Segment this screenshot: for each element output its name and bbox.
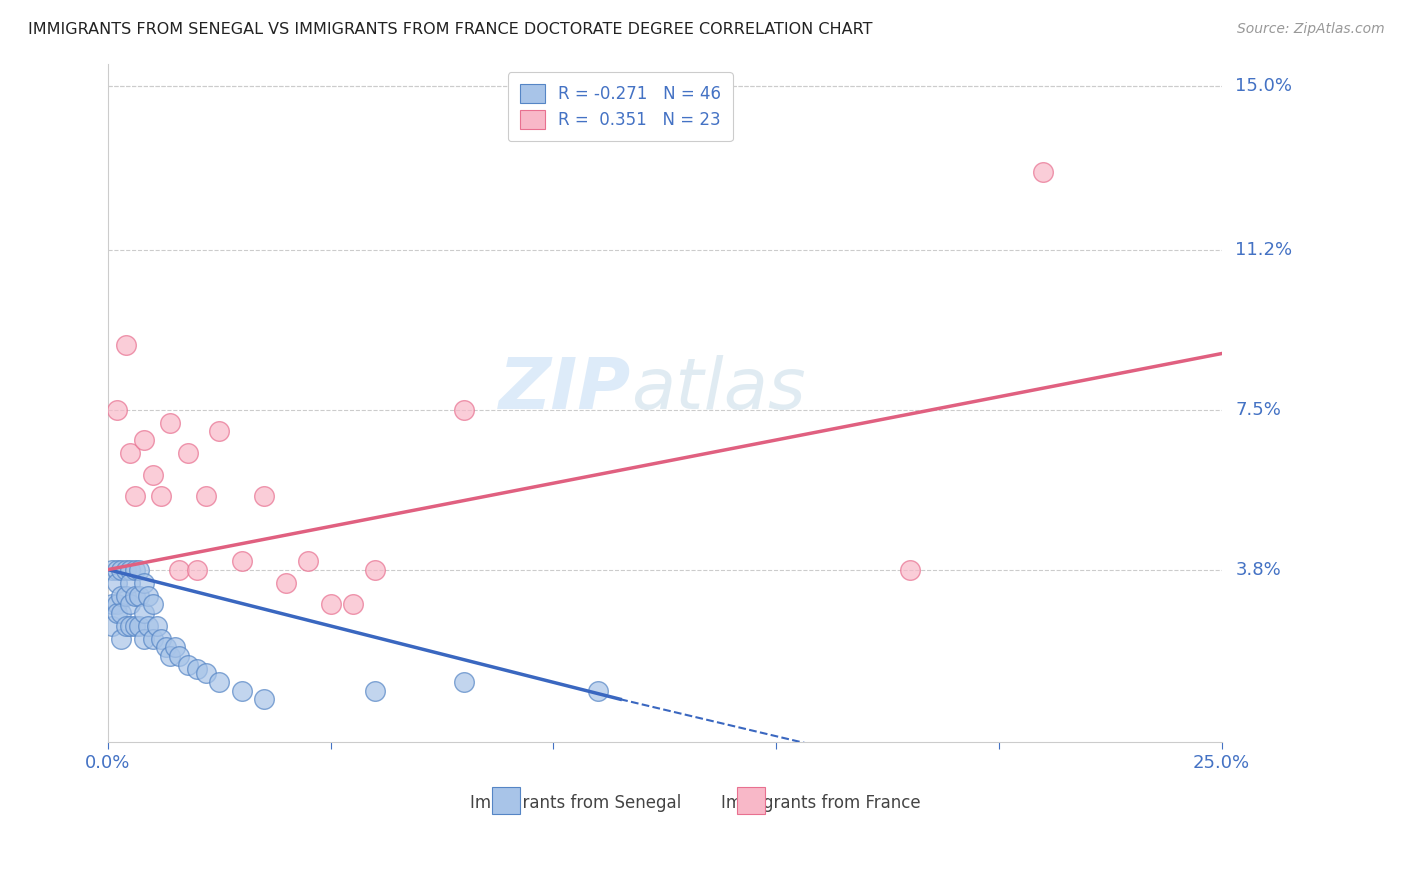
Point (120, 619, 142, 633)
Text: 7.5%: 7.5% (1236, 401, 1281, 418)
Text: IMMIGRANTS FROM SENEGAL VS IMMIGRANTS FROM FRANCE DOCTORATE DEGREE CORRELATION C: IMMIGRANTS FROM SENEGAL VS IMMIGRANTS FR… (28, 22, 873, 37)
Point (150, 489, 173, 503)
Point (253, 692, 276, 706)
Point (132, 632, 155, 646)
Point (128, 589, 150, 603)
Point (136, 619, 159, 633)
Point (163, 640, 186, 655)
Point (132, 433, 155, 447)
Point (120, 446, 142, 460)
FancyBboxPatch shape (492, 787, 520, 814)
Point (155, 640, 177, 655)
Point (141, 597, 163, 611)
Text: Immigrants from France: Immigrants from France (721, 795, 921, 813)
FancyBboxPatch shape (737, 787, 765, 814)
Point (453, 675, 475, 690)
Point (105, 606, 128, 620)
Point (177, 657, 200, 672)
Point (114, 619, 136, 633)
Point (195, 489, 218, 503)
Point (128, 563, 150, 577)
Point (124, 489, 146, 503)
Point (231, 554, 253, 568)
Point (110, 632, 132, 646)
Point (114, 563, 136, 577)
Point (167, 563, 190, 577)
Point (342, 597, 364, 611)
Point (150, 632, 173, 646)
Point (276, 575, 298, 590)
Point (110, 589, 132, 603)
Point (114, 589, 136, 603)
Point (177, 446, 200, 460)
Point (167, 648, 190, 663)
Point (141, 632, 163, 646)
Point (124, 619, 146, 633)
Point (120, 597, 142, 611)
Point (128, 619, 150, 633)
Text: 15.0%: 15.0% (1236, 77, 1292, 95)
Point (146, 619, 169, 633)
Text: atlas: atlas (631, 355, 806, 425)
Point (141, 467, 163, 482)
Point (110, 606, 132, 620)
Point (364, 563, 387, 577)
Point (105, 402, 128, 417)
Point (124, 563, 146, 577)
Point (101, 563, 124, 577)
Point (101, 619, 124, 633)
Point (159, 648, 181, 663)
Point (105, 575, 128, 590)
Point (364, 683, 387, 698)
Point (208, 425, 231, 439)
Point (195, 666, 218, 681)
Point (114, 338, 136, 352)
Point (159, 416, 181, 430)
Point (110, 563, 132, 577)
Text: Immigrants from Senegal: Immigrants from Senegal (470, 795, 682, 813)
Point (253, 489, 276, 503)
Point (124, 589, 146, 603)
Point (586, 683, 609, 698)
Point (136, 589, 159, 603)
Point (132, 575, 155, 590)
Point (319, 597, 342, 611)
Point (208, 675, 231, 690)
Point (186, 563, 208, 577)
Point (105, 563, 128, 577)
Text: 11.2%: 11.2% (1236, 241, 1292, 259)
Text: ZIP: ZIP (499, 355, 631, 425)
Text: Source: ZipAtlas.com: Source: ZipAtlas.com (1237, 22, 1385, 37)
Point (898, 563, 921, 577)
Point (101, 597, 124, 611)
Point (453, 402, 475, 417)
Point (186, 662, 208, 676)
Point (120, 575, 142, 590)
Point (231, 683, 253, 698)
Point (120, 563, 142, 577)
Point (105, 597, 128, 611)
Point (1032, 165, 1054, 179)
Text: 3.8%: 3.8% (1236, 560, 1281, 579)
Point (132, 606, 155, 620)
Point (297, 554, 319, 568)
Legend: R = -0.271   N = 46, R =  0.351   N = 23: R = -0.271 N = 46, R = 0.351 N = 23 (508, 72, 733, 141)
